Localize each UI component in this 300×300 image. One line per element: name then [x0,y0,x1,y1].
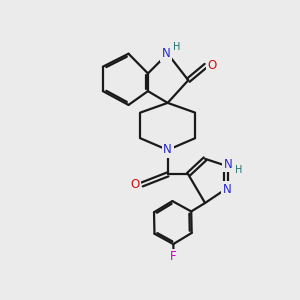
Text: O: O [130,178,139,191]
Text: H: H [235,165,242,175]
Text: F: F [170,250,177,263]
Text: N: N [163,143,172,157]
Text: N: N [162,47,171,60]
Text: N: N [223,183,232,196]
Text: H: H [173,42,181,52]
Text: N: N [224,158,233,171]
Text: O: O [208,59,217,72]
